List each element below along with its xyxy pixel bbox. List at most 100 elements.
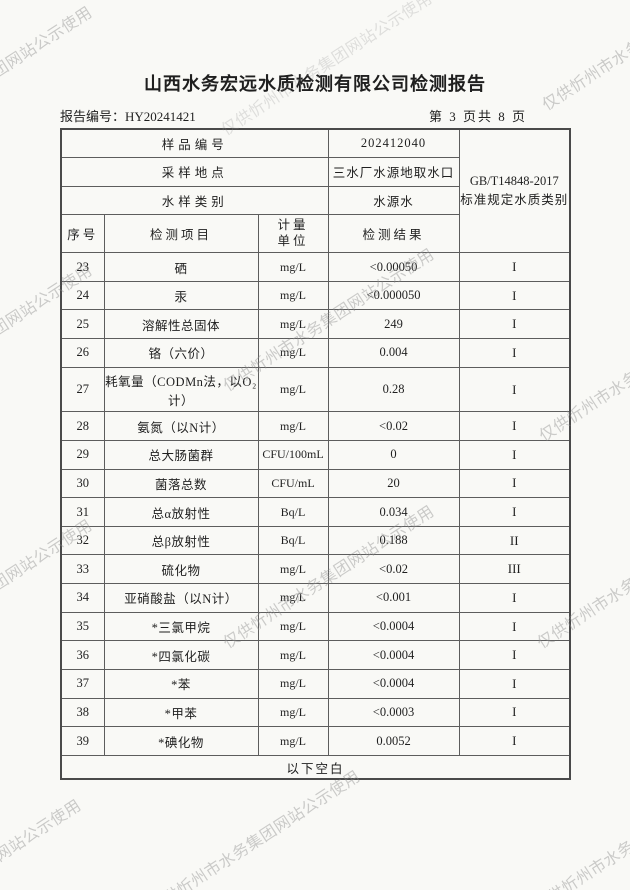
- table-row: 31 总α放射性 Bq/L 0.034 I: [60, 497, 571, 527]
- table-row: 37 *苯 mg/L <0.0004 I: [60, 668, 571, 699]
- result-cell: 249: [327, 309, 460, 340]
- column-header-no: 序号: [60, 214, 105, 254]
- table-row: 39 *碘化物 mg/L 0.0052 I: [60, 726, 571, 756]
- report-number: 报告编号：HY20241421: [60, 106, 196, 125]
- end-note: 以下空白: [60, 755, 571, 780]
- result-cell: 0.0052: [327, 726, 460, 756]
- row-no-cell: 24: [60, 280, 105, 311]
- sampling-location-value: 三水厂水源地取水口: [327, 157, 460, 187]
- item-cell: 硒: [103, 252, 259, 282]
- item-cell: *三氯甲烷: [103, 611, 259, 642]
- row-no-cell: 28: [60, 411, 105, 441]
- water-type-value: 水源水: [327, 185, 460, 216]
- unit-cell: mg/L: [257, 366, 329, 413]
- result-cell: <0.0003: [327, 697, 460, 728]
- table-row: 27 耗氧量（CODMn法，以O₂计） mg/L 0.28 I: [60, 366, 571, 413]
- item-cell: 总大肠菌群: [103, 439, 259, 470]
- table-row: 25 溶解性总固体 mg/L 249 I: [60, 309, 571, 340]
- result-cell: <0.00050: [327, 252, 460, 282]
- sample-number-label: 样品编号: [60, 128, 329, 159]
- grade-cell: I: [458, 252, 571, 282]
- end-note-row: 以下空白: [60, 755, 571, 780]
- unit-cell: mg/L: [257, 611, 329, 642]
- row-no-cell: 36: [60, 640, 105, 670]
- row-no-cell: 37: [60, 668, 105, 699]
- item-cell: 溶解性总固体: [103, 309, 259, 340]
- table-row: 26 铬（六价） mg/L 0.004 I: [60, 338, 571, 368]
- sample-info-section: 样品编号 202412040 GB/T14848-2017 标准规定水质类别 采…: [60, 128, 571, 254]
- result-cell: 0: [327, 439, 460, 470]
- item-cell: 耗氧量（CODMn法，以O₂计）: [103, 366, 259, 413]
- table-row: 30 菌落总数 CFU/mL 20 I: [60, 468, 571, 499]
- meta-row: 报告编号：HY20241421 第 3 页共 8 页: [60, 106, 569, 125]
- standard-code: GB/T14848-2017: [469, 173, 559, 188]
- unit-cell: mg/L: [257, 726, 329, 756]
- standard-class-cell: GB/T14848-2017 标准规定水质类别: [458, 128, 571, 254]
- report-number-value: HY20241421: [125, 109, 196, 124]
- report-number-label: 报告编号：: [60, 109, 126, 124]
- item-cell: 汞: [103, 280, 259, 311]
- item-cell: *四氯化碳: [103, 640, 259, 670]
- grade-cell: I: [458, 497, 571, 527]
- table-row: 38 *甲苯 mg/L <0.0003 I: [60, 697, 571, 728]
- row-no-cell: 32: [60, 525, 105, 556]
- unit-cell: mg/L: [257, 583, 329, 613]
- sampling-location-row: 采样地点 三水厂水源地取水口: [60, 157, 570, 187]
- page-title: 山西水务宏远水质检测有限公司检测报告: [144, 74, 486, 94]
- item-cell: 铬（六价）: [103, 338, 259, 368]
- result-cell: 0.188: [327, 525, 460, 556]
- table-row: 36 *四氯化碳 mg/L <0.0004 I: [60, 640, 571, 670]
- unit-cell: mg/L: [257, 338, 329, 368]
- item-cell: 硫化物: [103, 554, 259, 585]
- unit-cell: mg/L: [257, 309, 329, 340]
- grade-cell: I: [458, 280, 571, 311]
- table-row: 34 亚硝酸盐（以N计） mg/L <0.001 I: [60, 583, 571, 613]
- table-row: 32 总β放射性 Bq/L 0.188 II: [60, 525, 571, 556]
- watermark-text: 仅供忻州市水务集团网站公示使用: [531, 766, 630, 890]
- item-cell: 总β放射性: [103, 525, 259, 556]
- item-cell: *苯: [103, 668, 259, 699]
- end-note-section: 以下空白: [60, 755, 571, 780]
- unit-cell: mg/L: [257, 411, 329, 441]
- result-cell: 0.034: [327, 497, 460, 527]
- result-cell: <0.0004: [327, 640, 460, 670]
- grade-cell: I: [458, 411, 571, 441]
- result-cell: 0.004: [327, 338, 460, 368]
- grade-cell: I: [458, 611, 571, 642]
- table-row: 35 *三氯甲烷 mg/L <0.0004 I: [60, 611, 571, 642]
- watermark-text: 仅供忻州市水务集团网站公示使用: [146, 768, 364, 890]
- row-no-cell: 34: [60, 583, 105, 613]
- table-row: 29 总大肠菌群 CFU/100mL 0 I: [60, 439, 571, 470]
- row-no-cell: 33: [60, 554, 105, 585]
- column-header-item: 检测项目: [103, 214, 259, 254]
- watermark-text: 仅供忻州市水务集团网站公示使用: [539, 0, 630, 115]
- grade-cell: I: [458, 668, 571, 699]
- grade-cell: I: [458, 338, 571, 368]
- grade-cell: II: [458, 525, 571, 556]
- result-cell: <0.02: [327, 554, 460, 585]
- unit-cell: Bq/L: [257, 497, 329, 527]
- page-indicator: 第 3 页共 8 页: [428, 109, 527, 124]
- unit-cell: mg/L: [257, 697, 329, 728]
- unit-cell: Bq/L: [257, 525, 329, 556]
- water-type-label: 水样类别: [60, 185, 329, 216]
- table-row: 33 硫化物 mg/L <0.02 III: [60, 554, 571, 585]
- column-header-unit: 计量单位: [257, 214, 329, 254]
- grade-cell: I: [458, 640, 571, 670]
- table-row: 23 硒 mg/L <0.00050 I: [60, 252, 571, 282]
- grade-cell: I: [458, 366, 571, 413]
- unit-cell: mg/L: [257, 554, 329, 585]
- unit-cell: mg/L: [257, 668, 329, 699]
- column-header-row: 序号 检测项目 计量单位 检测结果: [60, 214, 570, 254]
- row-no-cell: 30: [60, 468, 105, 499]
- grade-cell: I: [458, 697, 571, 728]
- table-row: 28 氨氮（以N计） mg/L <0.02 I: [60, 411, 571, 441]
- sample-number-row: 样品编号 202412040 GB/T14848-2017 标准规定水质类别: [60, 128, 571, 254]
- result-cell: <0.0004: [327, 611, 460, 642]
- unit-cell: CFU/mL: [257, 468, 329, 499]
- unit-cell: mg/L: [257, 640, 329, 670]
- grade-cell: I: [458, 583, 571, 613]
- watermark-text: 仅供忻州市水务集团网站公示使用: [0, 797, 85, 890]
- row-no-cell: 35: [60, 611, 105, 642]
